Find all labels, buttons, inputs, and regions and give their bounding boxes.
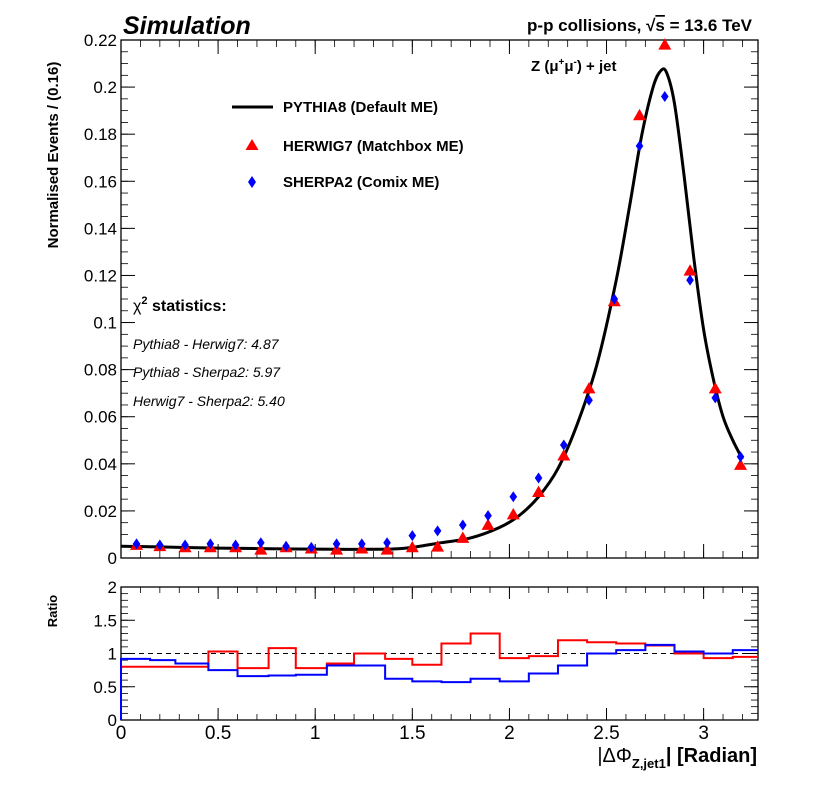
main-y-axis-label: Normalised Events / (0.16) — [45, 62, 62, 249]
herwig7-point — [532, 485, 546, 497]
main-y-tick-label: 0.16 — [84, 172, 117, 191]
herwig7-point — [456, 531, 470, 543]
ratio-y-tick-label: 0.5 — [93, 678, 117, 697]
sherpa2-point — [484, 510, 492, 522]
sherpa2-point — [231, 539, 240, 551]
ratio-y-tick-label: 1 — [108, 645, 117, 664]
sherpa2-ratio-step — [120, 643, 758, 720]
sherpa2-point — [206, 538, 215, 550]
main-y-tick-label: 0 — [108, 549, 117, 568]
herwig7-point — [481, 518, 495, 530]
x-axis-label: |ΔΦZ,jet1| [Radian] — [597, 745, 757, 771]
herwig7-point — [431, 540, 445, 552]
sherpa2-point — [610, 293, 619, 305]
sherpa2-point — [383, 537, 391, 549]
ratio-y-tick-label: 0 — [108, 711, 117, 730]
sherpa2-point — [459, 519, 467, 531]
main-y-tick-label: 0.06 — [84, 408, 117, 427]
herwig7-point — [582, 381, 596, 394]
main-y-tick-label: 0.2 — [93, 78, 117, 97]
sherpa2-point — [559, 439, 568, 451]
main-y-tick-label: 0.14 — [84, 219, 117, 238]
ratio-x-tick-label: 1.5 — [399, 723, 425, 744]
sherpa2-point — [433, 525, 442, 537]
main-y-tick-label: 0.12 — [84, 266, 117, 285]
main-y-tick-label: 0.18 — [84, 125, 117, 144]
sherpa2-point — [307, 541, 316, 553]
main-y-tick-label: 0.04 — [84, 455, 117, 474]
herwig7-point — [658, 38, 672, 50]
legend-label-herwig7: HERWIG7 (Matchbox ME) — [283, 138, 464, 155]
ratio-x-tick-label: 0.5 — [205, 723, 231, 744]
main-y-tick-label: 0.02 — [84, 502, 117, 521]
sherpa2-point — [711, 392, 720, 404]
sherpa2-point — [408, 530, 417, 542]
main-y-tick-label: 0.22 — [84, 31, 117, 50]
ratio-x-tick-label: 2 — [504, 723, 515, 744]
herwig7-point — [683, 264, 697, 276]
herwig7-ratio-step — [120, 632, 758, 720]
main-plot-area: 0 0.02 0.04 0.06 0.08 0.1 0.12 0.14 0.16 0.18 0.2 0… — [84, 31, 758, 568]
simulation-label: Simulation — [123, 12, 251, 40]
sherpa2-point — [332, 538, 341, 550]
herwig7-point — [380, 543, 394, 555]
ratio-y-tick-label: 1.5 — [93, 611, 117, 630]
ratio-x-tick-label: 3 — [698, 723, 709, 744]
legend-marker-sherpa2 — [248, 176, 256, 188]
sherpa2-point — [156, 539, 164, 551]
collision-info: p-p collisions, √s = 13.6 TeV — [527, 16, 753, 35]
pythia8-curve — [120, 67, 744, 551]
legend-label-pythia8: PYTHIA8 (Default ME) — [283, 99, 438, 116]
legend-marker-herwig7 — [245, 139, 259, 150]
herwig7-point — [506, 507, 520, 520]
herwig7-point — [557, 449, 571, 461]
sherpa2-point — [686, 274, 694, 286]
sherpa2-point — [257, 537, 265, 549]
legend: PYTHIA8 (Default ME) HERWIG7 (Matchbox M… — [232, 99, 464, 191]
sherpa2-point — [181, 539, 189, 551]
sherpa2-point — [358, 538, 366, 550]
main-y-tick-label: 0.1 — [93, 314, 117, 333]
chi2-line-1: Pythia8 - Herwig7: 4.87 — [133, 336, 280, 352]
sherpa2-point — [585, 394, 593, 406]
main-y-tick-label: 0.08 — [84, 361, 117, 380]
process-label: Z (μ+μ-) + jet — [531, 57, 617, 75]
ratio-x-tick-label: 2.5 — [593, 723, 619, 744]
sherpa2-point — [736, 451, 745, 463]
sherpa2-point — [635, 140, 644, 152]
legend-label-sherpa2: SHERPA2 (Comix ME) — [283, 174, 439, 191]
ratio-x-tick-label: 0 — [116, 723, 127, 744]
chi2-line-2: Pythia8 - Sherpa2: 5.97 — [133, 364, 281, 380]
ratio-y-tick-label: 2 — [108, 578, 117, 597]
sherpa2-point — [534, 472, 543, 484]
ratio-plot-area: 0 0.5 1 1.5 2 0 0.5 1 1.5 2 2.5 3 — [93, 578, 758, 744]
sherpa2-point — [132, 538, 141, 550]
chi2-statistics: χ2 statistics: Pythia8 - Herwig7: 4.87 P… — [133, 295, 285, 409]
chi2-line-3: Herwig7 - Sherpa2: 5.40 — [133, 393, 285, 409]
herwig7-point — [254, 543, 268, 555]
herwig7-point — [708, 381, 722, 394]
chi2-title: χ2 statistics: — [133, 295, 227, 315]
sherpa2-point — [509, 491, 518, 503]
herwig7-point — [734, 458, 748, 470]
sherpa2-point — [282, 540, 290, 552]
ratio-x-tick-label: 1 — [310, 723, 321, 744]
ratio-y-axis-label: Ratio — [45, 595, 60, 628]
herwig7-point — [405, 540, 419, 553]
sherpa2-point — [660, 91, 669, 103]
herwig7-point — [633, 108, 647, 121]
